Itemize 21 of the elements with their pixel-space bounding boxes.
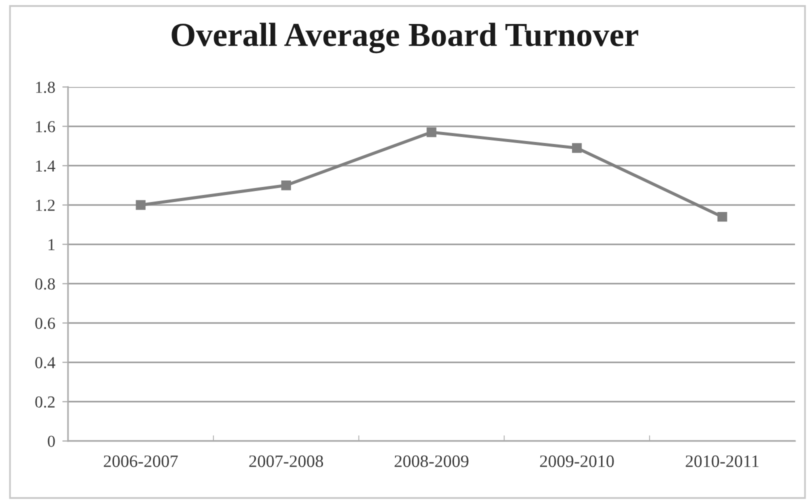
- x-tick-label: 2009-2010: [540, 455, 614, 468]
- y-tick-label: 1.6: [36, 121, 56, 132]
- y-tick-label: 0.8: [35, 278, 55, 290]
- x-tick-label: 2008-2009: [394, 455, 468, 468]
- y-tick-label: 0.2: [35, 396, 55, 408]
- x-tick-label: 2007-2008: [249, 455, 324, 468]
- y-tick-label: 1.4: [36, 160, 56, 172]
- y-tick-label: 1: [48, 239, 54, 250]
- x-tick-label: 2010-2011: [686, 455, 759, 468]
- point: [281, 180, 291, 190]
- y-tick-label: 1.2: [36, 200, 55, 212]
- y-tick-label: 0: [48, 436, 55, 447]
- point: [426, 127, 436, 138]
- y-tick-label: 0.4: [35, 357, 56, 368]
- x-tick-label: 2006-2007: [104, 455, 178, 468]
- y-tick-label: 1.8: [36, 82, 55, 94]
- point: [572, 143, 582, 153]
- y-tick-label: 0.6: [35, 318, 56, 330]
- point: [717, 212, 728, 222]
- chart-title: Overall Average Board Turnover: [172, 22, 638, 54]
- point: [136, 200, 146, 210]
